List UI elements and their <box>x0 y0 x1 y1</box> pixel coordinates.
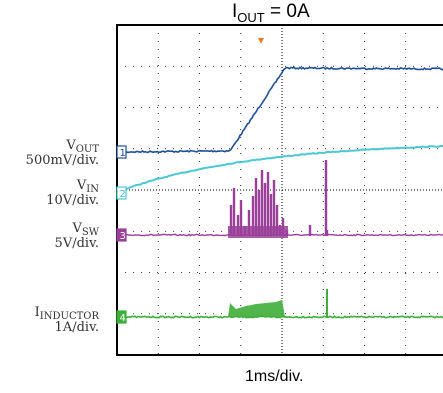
grid <box>117 25 443 355</box>
channel-marker-box <box>116 145 127 159</box>
traces <box>116 66 443 319</box>
channel-2-marker: 2 <box>116 186 127 200</box>
channel-3-scale: 5V/div. <box>54 236 99 251</box>
channel-4-scale: 1A/div. <box>54 320 99 335</box>
channel-marker-number: 1 <box>120 148 126 159</box>
channel-marker-box <box>116 186 127 200</box>
channel-1-scale: 500mV/div. <box>25 153 99 168</box>
channel-2-label: VIN 10V/div. <box>46 179 99 208</box>
trace-vout <box>116 66 443 154</box>
channel-4-marker: 4 <box>116 310 127 324</box>
channel-1-marker: 1 <box>116 145 127 159</box>
trigger-marker: ▾ <box>258 33 264 47</box>
chart-title: IOUT = 0A <box>232 1 310 25</box>
x-axis-label: 1ms/div. <box>245 368 304 385</box>
channel-2-scale: 10V/div. <box>46 193 99 208</box>
channel-marker-box <box>116 228 127 242</box>
channel-markers: 1 2 3 4 <box>116 145 127 324</box>
channel-3-label: VSW 5V/div. <box>55 222 99 251</box>
channel-marker-box <box>116 310 127 324</box>
channel-2-name: VIN <box>76 178 99 196</box>
iinductor-current-hump <box>228 300 285 317</box>
channel-4-name: IINDUCTOR <box>34 305 99 323</box>
channel-marker-number: 3 <box>120 231 126 242</box>
channel-4-label: IINDUCTOR 1A/div. <box>35 306 99 335</box>
trigger-marker-glyph: ▾ <box>258 33 264 47</box>
trace-vin <box>116 144 443 193</box>
vsw-burst-fill <box>228 226 288 238</box>
channel-marker-number: 4 <box>120 313 126 324</box>
channel-3-marker: 3 <box>116 228 127 242</box>
channel-marker-number: 2 <box>120 189 126 200</box>
channel-1-name: VOUT <box>66 138 99 156</box>
channel-3-name: VSW <box>72 221 99 239</box>
channel-1-label: VOUT 500mV/div. <box>26 139 99 168</box>
